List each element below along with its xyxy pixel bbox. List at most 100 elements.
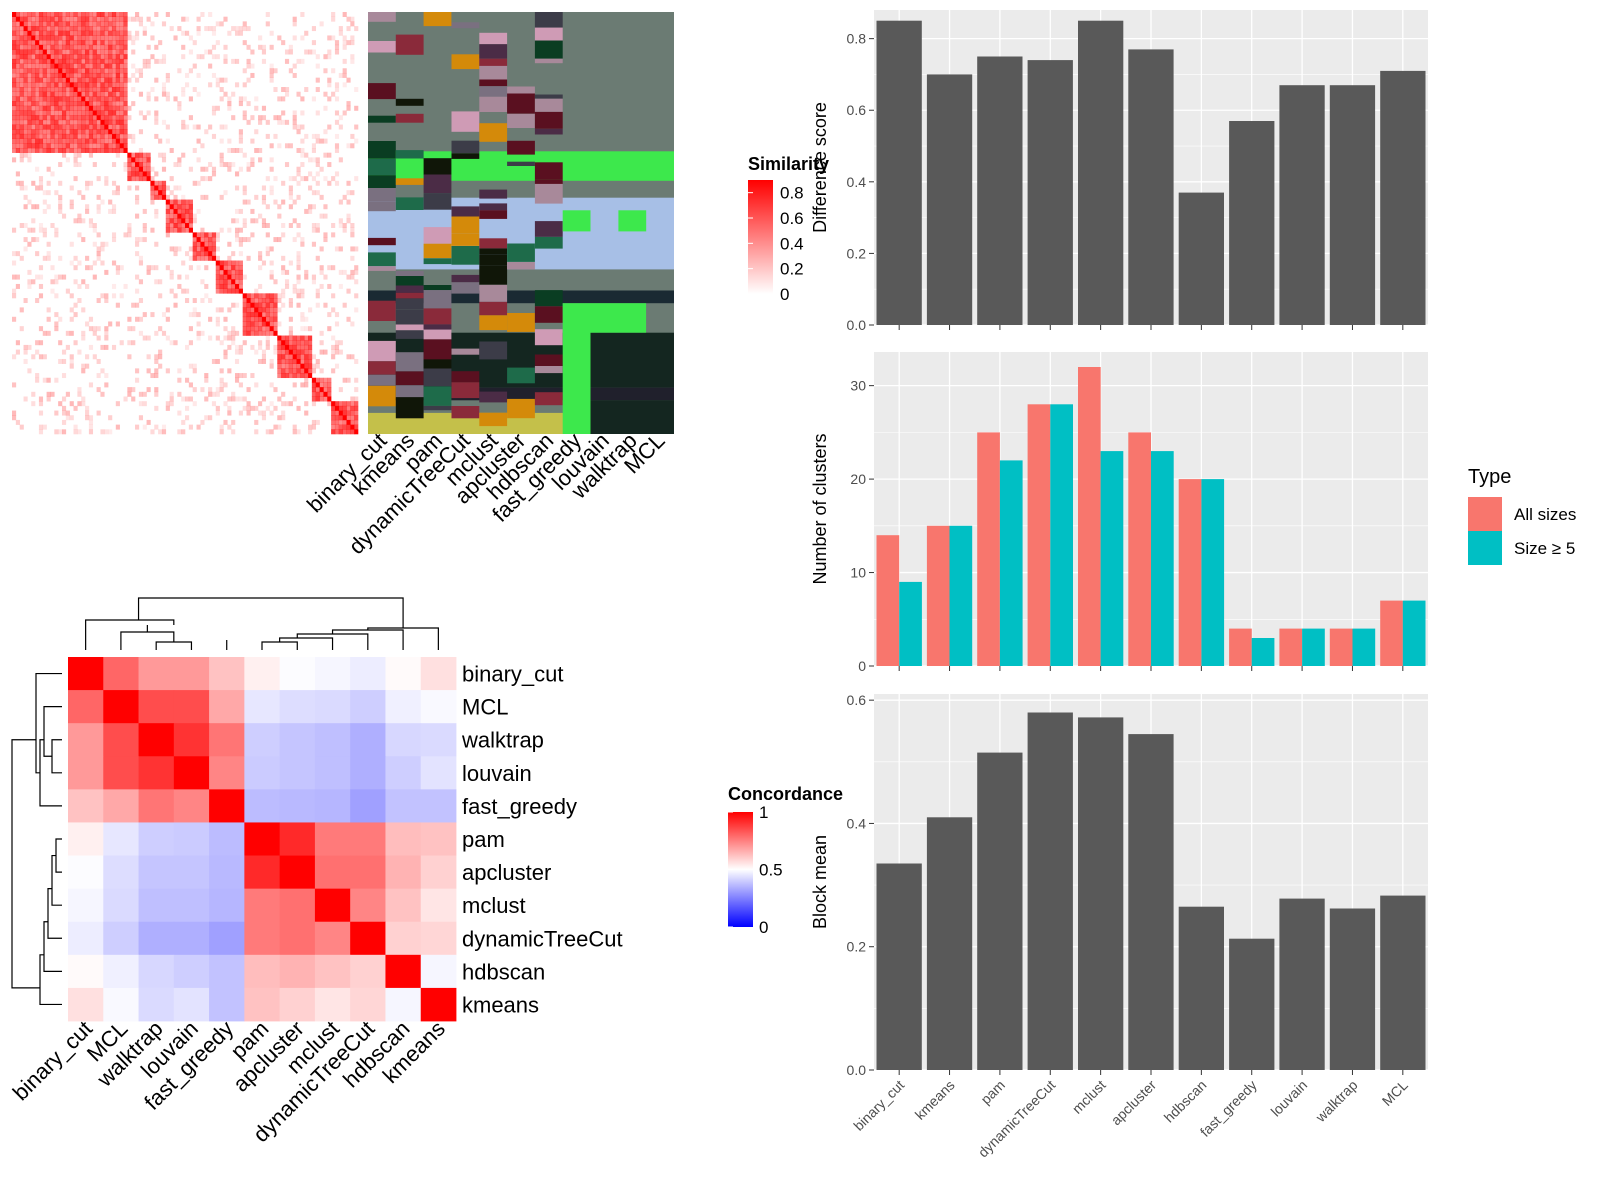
similarity-cell [281,410,286,416]
similarity-cell [31,54,36,60]
similarity-cell [38,87,44,93]
similarity-cell [96,72,101,78]
similarity-cell [85,96,90,102]
membership-cell [368,340,396,362]
similarity-cell [342,110,347,116]
dendrogram-branch [155,641,193,650]
similarity-cell [23,246,28,252]
concordance-row-label-dynamictreecut: dynamicTreeCut [462,926,623,951]
similarity-cell [277,143,282,149]
similarity-cell [215,283,220,289]
similarity-cell [223,265,228,271]
similarity-cell [38,326,44,332]
similarity-cell [173,227,178,233]
similarity-cell [327,283,332,289]
similarity-cell [96,63,101,69]
similarity-cell [85,68,90,74]
similarity-cell [223,354,228,360]
similarity-cell [108,429,113,435]
similarity-cell [169,147,174,153]
concordance-cell-pam-mclust [314,822,351,856]
similarity-cell [242,321,247,327]
similarity-cell [185,288,190,294]
similarity-cell [96,251,101,257]
similarity-cell [142,237,147,243]
similarity-cell [123,82,128,88]
similarity-cell [173,199,178,205]
similarity-cell [50,77,55,83]
membership-cell [507,262,535,270]
concordance-cell-pam-walktrap [138,822,175,856]
similarity-cell [227,260,232,266]
similarity-cell [277,368,282,374]
similarity-cell [54,227,59,233]
similarity-cell [165,335,170,341]
membership-cell [534,290,563,307]
similarity-legend-tick-label: 0.2 [780,260,804,279]
similarity-cell [323,138,328,144]
similarity-cell [15,110,20,116]
similarity-cell [269,190,274,196]
membership-cell [423,359,452,369]
similarity-cell [58,199,63,205]
similarity-cell [261,321,267,327]
similarity-cell [269,429,274,435]
similarity-cell [284,363,290,369]
similarity-cell [246,101,251,107]
similarity-cell [88,138,94,144]
similarity-cell [104,105,109,111]
similarity-cell [281,269,286,275]
similarity-cell [254,419,259,425]
concordance-cell-fast-greedy-dynamictreecut [350,789,386,823]
concordance-row-label-fast-greedy: fast_greedy [462,794,577,819]
similarity-cell [292,110,297,116]
similarity-cell [188,199,193,205]
similarity-cell [204,237,209,243]
similarity-cell [111,232,117,238]
concordance-cell-fast-greedy-apcluster [279,789,316,823]
similarity-cell [50,133,55,139]
similarity-cell [208,255,213,261]
similarity-cell [96,30,101,36]
similarity-cell [342,58,347,64]
similarity-cell [334,321,340,327]
similarity-cell [92,12,97,17]
similarity-cell [46,44,51,50]
y-tick-label: 10 [850,565,866,581]
similarity-cell [234,358,240,364]
similarity-cell [135,316,140,322]
similarity-cell [288,176,293,182]
similarity-cell [31,391,36,397]
similarity-cell [154,265,159,271]
similarity-cell [177,208,182,214]
similarity-cell [154,133,159,139]
similarity-cell [296,255,301,261]
similarity-cell [12,87,17,93]
similarity-cell [38,401,44,407]
similarity-cell [85,133,90,139]
similarity-cell [58,133,63,139]
similarity-cell [88,72,94,78]
similarity-cell [277,396,282,402]
similarity-cell [61,105,67,111]
concordance-row-label-pam: pam [462,827,505,852]
similarity-cell [46,77,51,83]
similarity-cell [234,26,240,32]
similarity-cell [234,232,240,238]
bar-size-5-binary-cut [899,581,922,666]
similarity-cell [208,316,213,322]
similarity-cell [61,419,67,425]
similarity-cell [31,12,36,17]
similarity-cell [334,133,340,139]
similarity-cell [138,237,144,243]
similarity-cell [154,194,159,200]
similarity-cell [31,227,36,233]
similarity-cell [246,63,251,69]
similarity-cell [346,410,351,416]
concordance-cell-hdbscan-mclust [314,954,351,989]
similarity-cell [142,401,147,407]
similarity-cell [92,40,97,46]
similarity-cell [54,12,59,17]
similarity-cell [165,72,170,78]
similarity-cell [300,312,305,318]
